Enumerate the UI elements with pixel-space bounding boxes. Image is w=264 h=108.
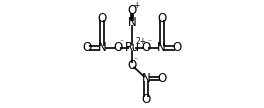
Text: O: O (113, 41, 122, 54)
Text: ⁻: ⁻ (148, 38, 152, 47)
Text: O: O (172, 41, 182, 54)
Text: N: N (128, 16, 136, 29)
Text: O: O (82, 41, 92, 54)
Text: O: O (98, 12, 107, 25)
Text: O: O (142, 41, 151, 54)
Text: ⁻: ⁻ (119, 38, 123, 47)
Text: O: O (157, 72, 166, 85)
Text: +: + (134, 1, 140, 10)
Text: Ru: Ru (124, 41, 140, 54)
Text: O: O (127, 59, 137, 72)
Text: ⁻: ⁻ (134, 55, 138, 64)
Text: N: N (157, 41, 166, 54)
Text: N: N (142, 72, 151, 85)
Text: N: N (98, 41, 107, 54)
Text: 2+: 2+ (136, 37, 147, 47)
Text: O: O (127, 4, 137, 17)
Text: O: O (157, 12, 166, 25)
Text: O: O (142, 93, 151, 106)
